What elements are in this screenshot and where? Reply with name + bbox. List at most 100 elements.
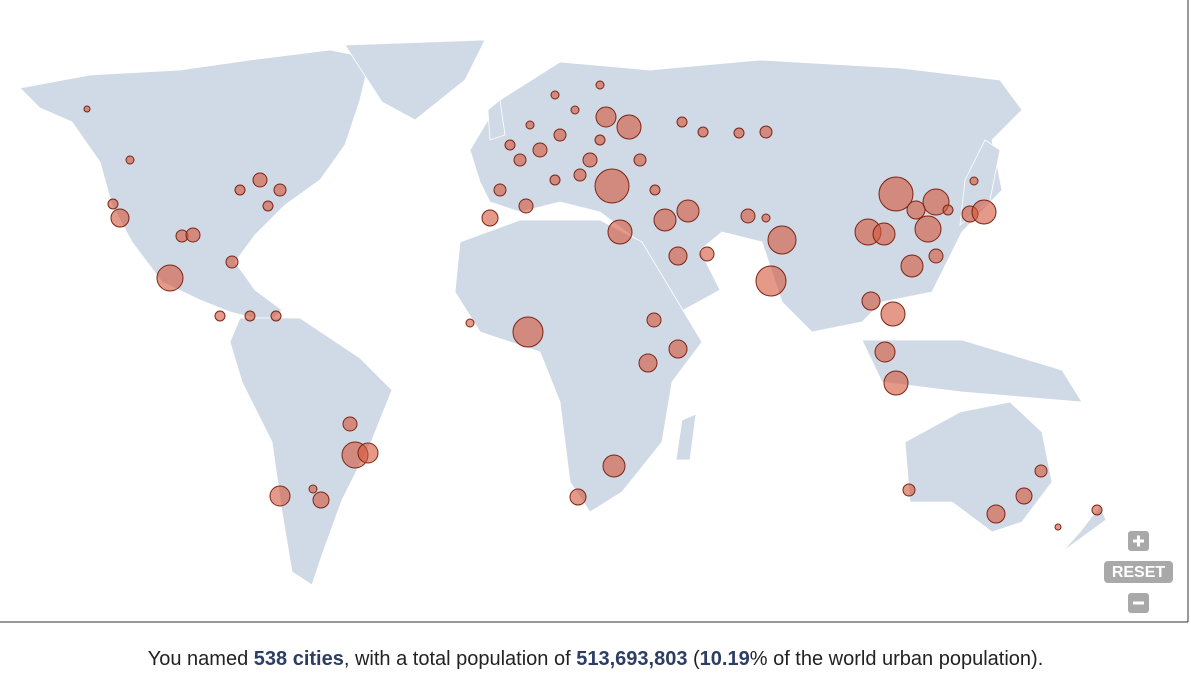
city-bubble xyxy=(969,176,979,186)
new-zealand xyxy=(1061,505,1107,553)
land xyxy=(19,39,1107,586)
city-bubble xyxy=(1015,487,1033,505)
city-bubble xyxy=(512,316,544,348)
city-bubble xyxy=(767,225,797,255)
city-bubble xyxy=(638,353,658,373)
reset-button[interactable] xyxy=(1104,561,1173,583)
city-bubble xyxy=(550,90,560,100)
city-bubble xyxy=(185,227,201,243)
city-bubble xyxy=(878,176,914,212)
city-bubble xyxy=(244,310,256,322)
plus-icon xyxy=(1133,535,1144,547)
reset[interactable]: RESET xyxy=(1104,561,1173,583)
city-bubble xyxy=(342,416,358,432)
city-bubble xyxy=(262,200,274,212)
city-bubble xyxy=(225,255,239,269)
city-bubble xyxy=(676,116,688,128)
city-count: 538 cities xyxy=(253,648,344,670)
summary-text: ( xyxy=(687,648,700,670)
city-bubble xyxy=(653,208,677,232)
zoom-in[interactable] xyxy=(1128,531,1149,551)
population: 513,693,803 xyxy=(576,648,688,670)
city-bubble xyxy=(312,491,330,509)
city-bubble xyxy=(595,106,617,128)
city-bubble xyxy=(922,188,950,216)
city-bubble xyxy=(83,105,91,113)
city-bubble xyxy=(582,152,598,168)
city-bubble xyxy=(549,174,561,186)
city-bubble xyxy=(914,215,942,243)
city-bubble xyxy=(273,183,287,197)
cities xyxy=(83,80,1103,531)
city-bubble xyxy=(733,127,745,139)
world-map: RESET xyxy=(0,0,1189,623)
city-bubble xyxy=(595,80,605,90)
britain xyxy=(487,99,506,141)
city-bubble xyxy=(607,219,633,245)
summary-text: , with a total population of xyxy=(343,648,577,670)
city-bubble xyxy=(633,153,647,167)
city-bubble xyxy=(928,248,944,264)
city-bubble xyxy=(569,488,587,506)
southeast-asia xyxy=(861,339,1083,403)
city-bubble xyxy=(234,184,246,196)
city-bubble xyxy=(308,484,318,494)
city-bubble xyxy=(872,222,896,246)
city-bubble xyxy=(668,246,688,266)
zoom-out[interactable] xyxy=(1128,593,1149,613)
city-bubble xyxy=(761,213,771,223)
city-bubble xyxy=(518,198,534,214)
north-america xyxy=(19,49,371,323)
summary: You named 538 cities, with a total popul… xyxy=(0,648,1191,671)
city-bubble xyxy=(740,208,756,224)
city-bubble xyxy=(942,204,954,216)
city-bubble xyxy=(594,134,606,146)
city-bubble xyxy=(553,128,567,142)
city-bubble xyxy=(1054,523,1062,531)
city-bubble xyxy=(493,183,507,197)
city-bubble xyxy=(874,341,896,363)
city-bubble xyxy=(125,155,135,165)
australia xyxy=(904,401,1053,533)
city-bubble xyxy=(110,208,130,228)
city-bubble xyxy=(525,120,535,130)
city-bubble xyxy=(1034,464,1048,478)
city-bubble xyxy=(573,168,587,182)
city-bubble xyxy=(906,200,926,220)
city-bubble xyxy=(668,339,688,359)
city-bubble xyxy=(861,291,881,311)
city-bubble xyxy=(269,485,291,507)
city-bubble xyxy=(883,370,909,396)
city-bubble xyxy=(602,454,626,478)
share: 10.19 xyxy=(699,648,750,670)
madagascar xyxy=(675,413,697,461)
city-bubble xyxy=(357,442,379,464)
japan xyxy=(959,139,1001,226)
summary-text: You named xyxy=(147,648,254,670)
city-bubble xyxy=(902,483,916,497)
city-bubble xyxy=(214,310,226,322)
south-america xyxy=(229,317,393,586)
city-bubble xyxy=(759,125,773,139)
city-bubble xyxy=(646,312,662,328)
city-bubble xyxy=(465,318,475,328)
city-bubble xyxy=(880,301,906,327)
city-bubble xyxy=(504,139,516,151)
city-bubble xyxy=(986,504,1006,524)
city-bubble xyxy=(649,184,661,196)
city-bubble xyxy=(513,153,527,167)
city-bubble xyxy=(697,126,709,138)
summary-text: % of the world urban population). xyxy=(749,648,1044,670)
city-bubble xyxy=(900,254,924,278)
city-bubble xyxy=(532,142,548,158)
city-bubble xyxy=(570,105,580,115)
city-bubble xyxy=(481,209,499,227)
city-bubble xyxy=(699,246,715,262)
city-bubble xyxy=(971,199,997,225)
city-bubble xyxy=(156,264,184,292)
city-bubble xyxy=(755,265,787,297)
greenland xyxy=(344,39,486,121)
city-bubble xyxy=(616,114,642,140)
city-bubble xyxy=(594,168,630,204)
